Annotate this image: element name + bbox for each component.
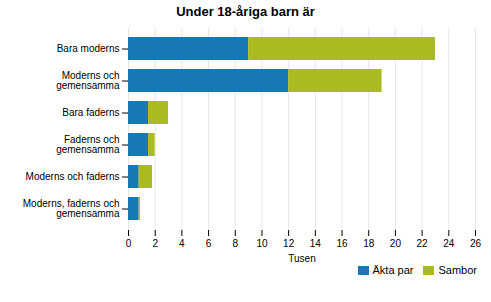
svg-text:16: 16 — [336, 238, 348, 249]
svg-text:Moderns ochgemensamma: Moderns ochgemensamma — [56, 70, 120, 91]
svg-text:10: 10 — [256, 238, 268, 249]
svg-text:Moderns och faderns: Moderns och faderns — [26, 171, 120, 182]
svg-text:0: 0 — [126, 238, 132, 249]
svg-text:26: 26 — [470, 238, 482, 249]
html-text:Sambor: Sambor — [438, 264, 477, 276]
svg-text:Tusen: Tusen — [288, 253, 315, 264]
svg-text:18: 18 — [363, 238, 375, 249]
svg-text:14: 14 — [310, 238, 322, 249]
html-text:Under 18-åriga barn är: Under 18-åriga barn är — [176, 4, 315, 19]
svg-text:24: 24 — [443, 238, 455, 249]
svg-text:22: 22 — [417, 238, 429, 249]
svg-text:Moderns, faderns ochgemensamma: Moderns, faderns ochgemensamma — [23, 198, 120, 219]
svg-text:2: 2 — [152, 238, 158, 249]
svg-text:Bara faderns: Bara faderns — [62, 107, 119, 118]
svg-text:8: 8 — [232, 238, 238, 249]
svg-text:4: 4 — [179, 238, 185, 249]
svg-text:12: 12 — [283, 238, 295, 249]
svg-text:Bara moderns: Bara moderns — [57, 43, 120, 54]
svg-text:Faderns ochgemensamma: Faderns ochgemensamma — [56, 134, 120, 155]
svg-text:6: 6 — [206, 238, 212, 249]
svg-text:20: 20 — [390, 238, 402, 249]
html-text:Äkta par: Äkta par — [372, 264, 414, 276]
